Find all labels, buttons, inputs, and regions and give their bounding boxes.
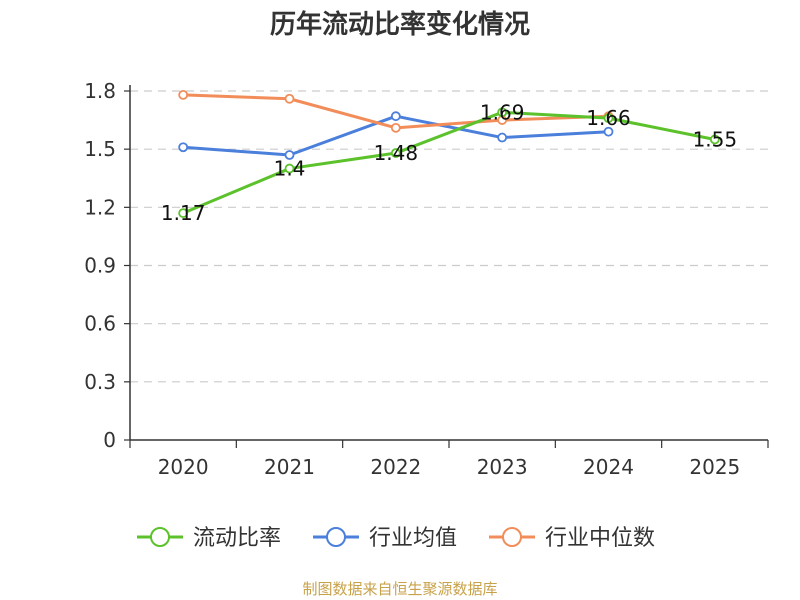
series-point-0-2022	[390, 148, 401, 158]
series-point-2-2020	[178, 89, 189, 100]
data-label-2022: 1.48	[374, 141, 419, 165]
series-point-0-2025	[709, 134, 720, 145]
series-point-0-2024	[603, 113, 614, 124]
legend-label-0: 流动比率	[193, 526, 281, 551]
series-point-0-2021	[284, 163, 295, 174]
y-tick-label-1: 0.3	[84, 370, 116, 394]
x-tick-label-2024: 2024	[583, 455, 634, 479]
series-point-0-2020	[178, 208, 189, 219]
series-point-2-2021	[284, 93, 295, 104]
series-point-1-2022	[390, 111, 401, 122]
legend-marker-1	[326, 527, 346, 547]
y-tick-label-0: 0	[103, 428, 116, 452]
x-tick-label-2021: 2021	[264, 455, 315, 479]
chart-title: 历年流动比率变化情况	[269, 10, 530, 40]
y-tick-label-4: 1.2	[84, 195, 116, 219]
legend-marker-0	[150, 527, 170, 547]
x-tick-label-2025: 2025	[689, 455, 740, 479]
data-label-2021: 1.4	[274, 157, 306, 181]
source-note: 制图数据来自恒生聚源数据库	[302, 580, 498, 598]
series-point-0-2023	[497, 107, 508, 118]
x-tick-label-2022: 2022	[370, 455, 421, 479]
y-tick-label-2: 0.6	[84, 312, 116, 336]
x-tick-label-2023: 2023	[477, 455, 528, 479]
series-point-1-2021	[284, 150, 295, 160]
series-line-0	[182, 110, 716, 215]
data-label-2020: 1.17	[161, 201, 206, 225]
series-point-1-2023	[497, 132, 508, 143]
y-tick-label-6: 1.8	[84, 79, 116, 103]
series-point-2-2022	[390, 122, 401, 133]
legend-label-1: 行业均值	[369, 526, 457, 551]
y-tick-label-3: 0.9	[84, 254, 116, 278]
legend-label-2: 行业中位数	[545, 526, 655, 551]
x-tick-label-2020: 2020	[158, 455, 209, 479]
data-label-2025: 1.55	[693, 127, 738, 151]
series-point-1-2020	[178, 142, 189, 153]
legend-marker-2	[502, 527, 522, 547]
series-point-1-2024	[603, 126, 614, 137]
y-tick-label-5: 1.5	[84, 137, 116, 161]
data-label-2023: 1.69	[480, 100, 525, 124]
data-label-2024: 1.66	[586, 106, 631, 130]
